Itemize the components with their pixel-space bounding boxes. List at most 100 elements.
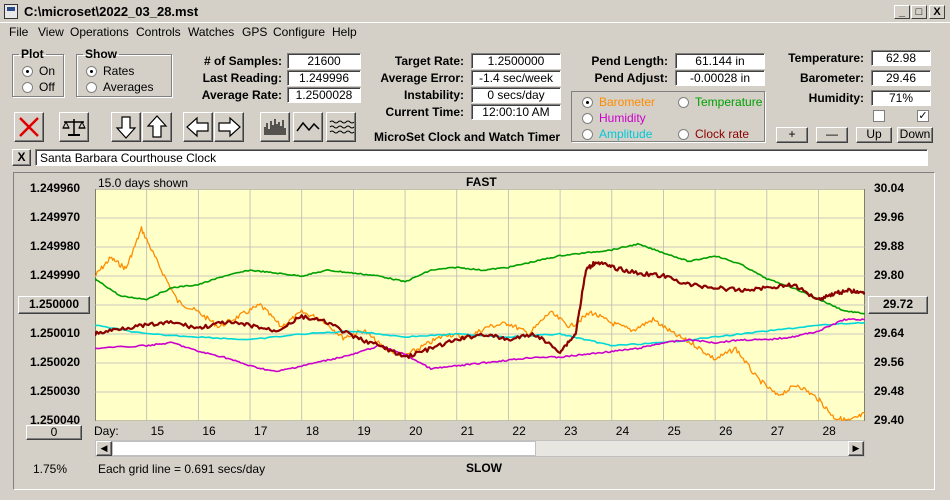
x-tick-label: 18	[305, 424, 320, 438]
last-reading-value: 1.249996	[287, 70, 361, 86]
plot-on-radio[interactable]	[22, 66, 33, 77]
arrow-left-icon	[186, 116, 209, 138]
menu-help[interactable]: Help	[332, 25, 357, 39]
y-right-tick-label: 29.88	[874, 239, 905, 253]
wave-button[interactable]	[293, 112, 323, 142]
arrow-right-icon	[218, 116, 241, 138]
series-select-box	[571, 91, 765, 142]
arrow-left-button[interactable]	[183, 112, 213, 142]
balance-scale-icon	[62, 119, 86, 136]
app-title-label: MicroSet Clock and Watch Timer	[374, 130, 561, 144]
plot-area[interactable]	[95, 189, 865, 421]
temperature-radio[interactable]	[678, 97, 689, 108]
menu-view[interactable]: View	[38, 25, 64, 39]
barometer-label: Barometer:	[799, 71, 864, 85]
humidity-value: 71%	[871, 90, 931, 106]
y-right-tick-label: 30.04	[874, 181, 905, 195]
y-right-tick-label: 29.96	[874, 210, 905, 224]
menu-operations[interactable]: Operations	[70, 25, 129, 39]
option-checkbox-1[interactable]	[873, 110, 885, 122]
show-rates-radio[interactable]	[86, 66, 97, 77]
title-bar: C:\microset\2022_03_28.mst _ □ X	[0, 0, 950, 23]
chart-frame	[13, 172, 935, 490]
percent-label: 1.75%	[33, 462, 68, 476]
plot-off-radio[interactable]	[22, 82, 33, 93]
arrow-up-icon	[146, 115, 168, 138]
down-button[interactable]: Down	[897, 127, 933, 143]
y-left-tick-label: 1.250040	[30, 413, 81, 427]
amplitude-radio[interactable]	[582, 129, 593, 140]
clock-rate-radio[interactable]	[678, 129, 689, 140]
y-left-tick-label: 1.250020	[30, 355, 81, 369]
target-rate-value[interactable]: 1.2500000	[471, 53, 561, 69]
plot-group: Plot	[12, 47, 64, 97]
instability-value: 0 secs/day	[471, 87, 561, 103]
menu-gps[interactable]: GPS	[242, 25, 268, 39]
x-tick-label: 19	[357, 424, 371, 438]
show-averages-radio[interactable]	[86, 82, 97, 93]
average-rate-value: 1.2500028	[287, 87, 361, 103]
option-checkbox-2[interactable]: ✓	[917, 110, 929, 122]
plus-button[interactable]: +	[776, 127, 808, 143]
maximize-button[interactable]: □	[911, 5, 927, 19]
grid-note-label: Each grid line = 0.691 secs/day	[98, 462, 266, 476]
menu-controls[interactable]: Controls	[136, 25, 181, 39]
scroll-thumb[interactable]	[112, 441, 536, 456]
histogram-button[interactable]	[260, 112, 290, 142]
barometer-option-label: Barometer	[599, 95, 656, 109]
menu-file[interactable]: File	[9, 25, 29, 39]
average-error-label: Average Error:	[380, 71, 464, 85]
watch-name-input[interactable]: Santa Barbara Courthouse Clock	[35, 149, 928, 166]
current-time-label: Current Time:	[385, 105, 464, 119]
menu-configure[interactable]: Configure	[273, 25, 326, 39]
pend-length-label: Pend Length:	[591, 54, 668, 68]
days-shown-label: 15.0 days shown	[98, 176, 189, 190]
right-value-box[interactable]: 29.72	[868, 296, 928, 314]
left-value-box[interactable]: 1.250000	[18, 296, 90, 314]
temperature-series-line	[95, 242, 865, 315]
show-legend: Show	[85, 47, 117, 61]
clear-name-button[interactable]: X	[12, 149, 31, 166]
arrow-down-icon	[115, 116, 137, 139]
humidity-radio[interactable]	[582, 113, 593, 124]
x-tick-label: 23	[564, 424, 578, 438]
arrow-up-button[interactable]	[142, 112, 172, 142]
app-icon[interactable]	[4, 4, 18, 19]
menu-bar: File View Operations Controls Watches GP…	[0, 23, 950, 41]
horizontal-scrollbar[interactable]: ◀ ▶	[95, 440, 865, 457]
arrow-right-button[interactable]	[214, 112, 244, 142]
close-window-button[interactable]: X	[929, 5, 945, 19]
balance-button[interactable]	[59, 112, 89, 142]
slow-label: SLOW	[466, 461, 502, 475]
barometer-value: 29.46	[871, 70, 931, 86]
x-tick-label: 26	[719, 424, 733, 438]
x-tick-label: 15	[150, 424, 165, 438]
samples-value: 21600	[287, 53, 361, 69]
pend-adjust-value: -0.00028 in	[675, 70, 765, 86]
y-left-tick-label: 1.249970	[30, 210, 81, 224]
x-tick-label: 20	[409, 424, 423, 438]
humidity-label: Humidity:	[808, 91, 864, 105]
barometer-radio[interactable]	[582, 97, 593, 108]
arrow-down-button[interactable]	[111, 112, 141, 142]
plot-legend: Plot	[21, 47, 44, 61]
y-left-tick-label: 1.249990	[30, 268, 81, 282]
day-prefix-label: Day:	[94, 424, 119, 438]
minus-button[interactable]: —	[816, 127, 848, 143]
clear-button[interactable]	[14, 112, 44, 142]
menu-watches[interactable]: Watches	[188, 25, 235, 39]
noise-button[interactable]	[326, 112, 356, 142]
bottom-left-box[interactable]: 0	[26, 425, 82, 440]
clock-series-line	[95, 260, 865, 359]
scroll-left-button[interactable]: ◀	[96, 441, 112, 456]
x-tick-label: 22	[512, 424, 526, 438]
minimize-button[interactable]: _	[894, 5, 910, 19]
humidity-option-label: Humidity	[599, 111, 646, 125]
up-button[interactable]: Up	[856, 127, 892, 143]
histogram-icon	[264, 119, 286, 135]
fast-label: FAST	[466, 175, 497, 189]
scroll-right-button[interactable]: ▶	[848, 441, 864, 456]
x-tick-label: 25	[667, 424, 681, 438]
red-x-icon	[19, 117, 39, 137]
temperature-option-label: Temperature	[695, 95, 763, 109]
